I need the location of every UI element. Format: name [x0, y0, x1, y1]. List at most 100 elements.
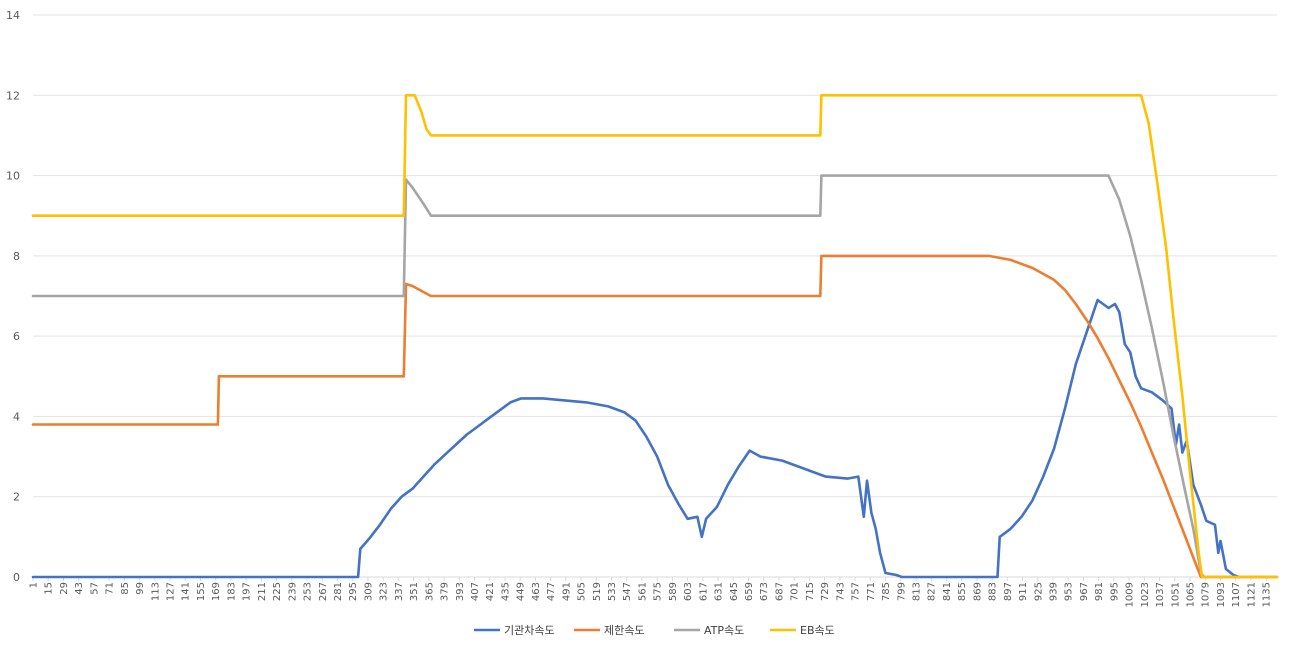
gridlines [33, 14, 1277, 578]
x-tick-label: 939 [1048, 582, 1059, 601]
x-tick-label: 323 [379, 582, 390, 601]
x-tick-label: 603 [683, 582, 694, 601]
x-tick-label: 211 [257, 582, 268, 601]
x-tick-label: 645 [729, 582, 740, 601]
x-tick-label: 911 [1018, 582, 1029, 601]
x-tick-label: 925 [1033, 582, 1044, 601]
x-tick-label: 183 [226, 582, 237, 601]
x-tick-label: 617 [698, 582, 709, 601]
x-tick-label: 365 [424, 582, 435, 601]
x-tick-label: 393 [455, 582, 466, 601]
series-line-4 [31, 94, 1279, 579]
series-lines [31, 94, 1279, 579]
x-tick-label: 421 [485, 582, 496, 601]
x-tick-label: 715 [805, 582, 816, 601]
x-tick-label: 71 [105, 582, 116, 595]
x-tick-label: 1023 [1140, 582, 1151, 607]
x-tick-label: 757 [851, 582, 862, 601]
y-tick-label: 14 [6, 9, 20, 22]
x-tick-label: 967 [1079, 582, 1090, 601]
x-tick-label: 799 [896, 582, 907, 601]
y-tick-label: 8 [13, 250, 20, 263]
x-tick-label: 57 [89, 582, 100, 595]
x-tick-label: 43 [74, 582, 85, 595]
x-tick-label: 15 [44, 582, 55, 595]
x-tick-label: 1037 [1155, 582, 1166, 607]
x-tick-label: 337 [394, 582, 405, 601]
x-tick-label: 435 [500, 582, 511, 601]
x-tick-label: 519 [592, 582, 603, 601]
x-tick-label: 225 [272, 582, 283, 601]
x-tick-label: 1079 [1201, 582, 1212, 607]
x-tick-label: 85 [120, 582, 131, 595]
x-tick-label: 113 [150, 582, 161, 601]
x-tick-label: 841 [942, 582, 953, 601]
x-tick-label: 253 [303, 582, 314, 601]
x-tick-label: 1065 [1186, 582, 1197, 607]
x-tick-label: 561 [637, 582, 648, 601]
y-tick-label: 10 [6, 170, 20, 183]
x-tick-label: 673 [759, 582, 770, 601]
x-tick-label: 407 [470, 582, 481, 601]
x-tick-label: 533 [607, 582, 618, 601]
x-tick-label: 981 [1094, 582, 1105, 601]
x-tick-label: 505 [577, 582, 588, 601]
x-tick-label: 897 [1003, 582, 1014, 601]
x-tick-label: 743 [835, 582, 846, 601]
legend: 기관차속도 제한속도 ATP속도 EB속도 [474, 624, 835, 637]
x-tick-label: 575 [653, 582, 664, 601]
x-tick-label: 1107 [1231, 582, 1242, 607]
x-tick-label: 155 [196, 582, 207, 601]
y-tick-label: 2 [13, 491, 20, 504]
series-line-1 [31, 298, 1241, 579]
legend-label-2: 제한속도 [604, 624, 644, 637]
x-tick-label: 309 [363, 582, 374, 601]
x-tick-label: 99 [135, 582, 146, 595]
x-tick-label: 855 [957, 582, 968, 601]
x-tick-label: 449 [516, 582, 527, 601]
x-axis: 1 15 29 43 57 71 85 99 113 127 141 155 169 183 197 211 2… [29, 577, 1273, 607]
x-tick-label: 379 [440, 582, 451, 601]
x-tick-label: 29 [59, 582, 70, 595]
legend-label-1: 기관차속도 [504, 624, 555, 637]
x-tick-label: 687 [774, 582, 785, 601]
x-tick-label: 995 [1109, 582, 1120, 601]
x-tick-label: 267 [318, 582, 329, 601]
x-tick-label: 351 [409, 582, 420, 601]
series-line-2 [31, 254, 1279, 579]
x-tick-label: 771 [866, 582, 877, 601]
x-tick-label: 169 [211, 582, 222, 601]
x-tick-label: 1135 [1262, 582, 1273, 607]
x-tick-label: 295 [348, 582, 359, 601]
x-tick-label: 813 [911, 582, 922, 601]
x-tick-label: 1 [29, 582, 40, 588]
x-tick-label: 1093 [1216, 582, 1227, 607]
series-line-3 [31, 174, 1279, 579]
x-tick-label: 729 [820, 582, 831, 601]
x-tick-label: 869 [972, 582, 983, 601]
y-axis: 0 2 4 6 8 10 12 14 [6, 9, 20, 584]
x-tick-label: 883 [988, 582, 999, 601]
x-tick-label: 785 [881, 582, 892, 601]
y-tick-label: 0 [13, 571, 20, 584]
x-tick-label: 827 [927, 582, 938, 601]
x-tick-label: 141 [181, 582, 192, 601]
x-tick-label: 1051 [1170, 582, 1181, 607]
y-tick-label: 6 [13, 330, 20, 343]
x-tick-label: 659 [744, 582, 755, 601]
x-tick-label: 281 [333, 582, 344, 601]
x-tick-label: 197 [242, 582, 253, 601]
legend-label-4: EB속도 [800, 624, 835, 637]
x-tick-label: 127 [166, 582, 177, 601]
x-tick-label: 239 [287, 582, 298, 601]
x-tick-label: 463 [531, 582, 542, 601]
x-tick-label: 701 [790, 582, 801, 601]
y-tick-label: 4 [13, 410, 20, 423]
x-tick-label: 477 [546, 582, 557, 601]
x-tick-label: 589 [668, 582, 679, 601]
x-tick-label: 547 [622, 582, 633, 601]
x-tick-label: 1121 [1246, 582, 1257, 607]
y-tick-label: 12 [6, 89, 20, 102]
